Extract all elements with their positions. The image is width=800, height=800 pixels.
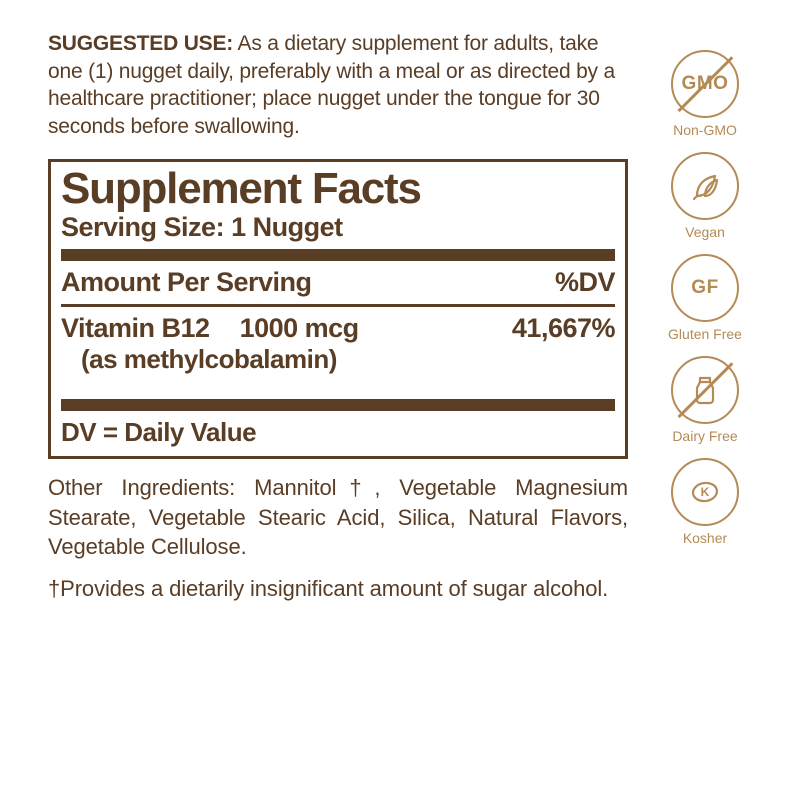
footnote: †Provides a dietarily insignificant amou… <box>48 574 628 604</box>
badge-non-gmo-label: Non-GMO <box>673 122 737 138</box>
serving-size-value: 1 Nugget <box>231 212 343 242</box>
badge-gluten-free: GF Gluten Free <box>668 254 742 342</box>
gmo-icon: GMO <box>671 50 739 118</box>
badges-column: GMO Non-GMO Vegan GF Gluten Free <box>650 30 760 604</box>
supplement-facts-panel: Supplement Facts Serving Size: 1 Nugget … <box>48 159 628 459</box>
badge-vegan: Vegan <box>671 152 739 240</box>
gf-icon: GF <box>671 254 739 322</box>
serving-size: Serving Size: 1 Nugget <box>61 212 615 247</box>
badge-dairy-free-label: Dairy Free <box>672 428 737 444</box>
content-row: SUGGESTED USE: As a dietary supplement f… <box>48 30 780 604</box>
nutrient-block: Vitamin B12 1000 mcg 41,667% (as methylc… <box>61 311 615 397</box>
dv-note: DV = Daily Value <box>61 415 615 450</box>
thick-rule <box>61 249 615 261</box>
left-column: SUGGESTED USE: As a dietary supplement f… <box>48 30 628 604</box>
badge-non-gmo: GMO Non-GMO <box>671 50 739 138</box>
badge-kosher: K Kosher <box>671 458 739 546</box>
leaf-icon <box>671 152 739 220</box>
milk-icon <box>671 356 739 424</box>
badge-dairy-free: Dairy Free <box>671 356 739 444</box>
badge-gluten-free-label: Gluten Free <box>668 326 742 342</box>
supplement-facts-title: Supplement Facts <box>61 166 615 212</box>
other-ingredients: Other Ingredients: Mannitol†, Vegetable … <box>48 473 628 562</box>
nutrient-sub: (as methylcobalamin) <box>61 344 615 375</box>
nutrient-amount: 1000 mcg <box>240 313 359 344</box>
thin-rule-1 <box>61 304 615 307</box>
suggested-use: SUGGESTED USE: As a dietary supplement f… <box>48 30 628 141</box>
kosher-icon: K <box>671 458 739 526</box>
nutrient-row: Vitamin B12 1000 mcg 41,667% <box>61 313 615 344</box>
badge-kosher-label: Kosher <box>683 530 727 546</box>
amount-per-serving-label: Amount Per Serving <box>61 267 312 298</box>
gf-ring-text: GF <box>691 277 718 299</box>
badge-vegan-label: Vegan <box>685 224 725 240</box>
dv-header: %DV <box>555 267 615 298</box>
suggested-use-label: SUGGESTED USE: <box>48 32 233 55</box>
amount-per-serving-row: Amount Per Serving %DV <box>61 265 615 302</box>
thick-rule-2 <box>61 399 615 411</box>
serving-size-label: Serving Size: <box>61 212 224 242</box>
nutrient-name: Vitamin B12 <box>61 313 210 344</box>
other-ingredients-label: Other Ingredients: <box>48 475 235 500</box>
svg-text:K: K <box>701 485 710 499</box>
nutrient-dv: 41,667% <box>512 313 615 344</box>
